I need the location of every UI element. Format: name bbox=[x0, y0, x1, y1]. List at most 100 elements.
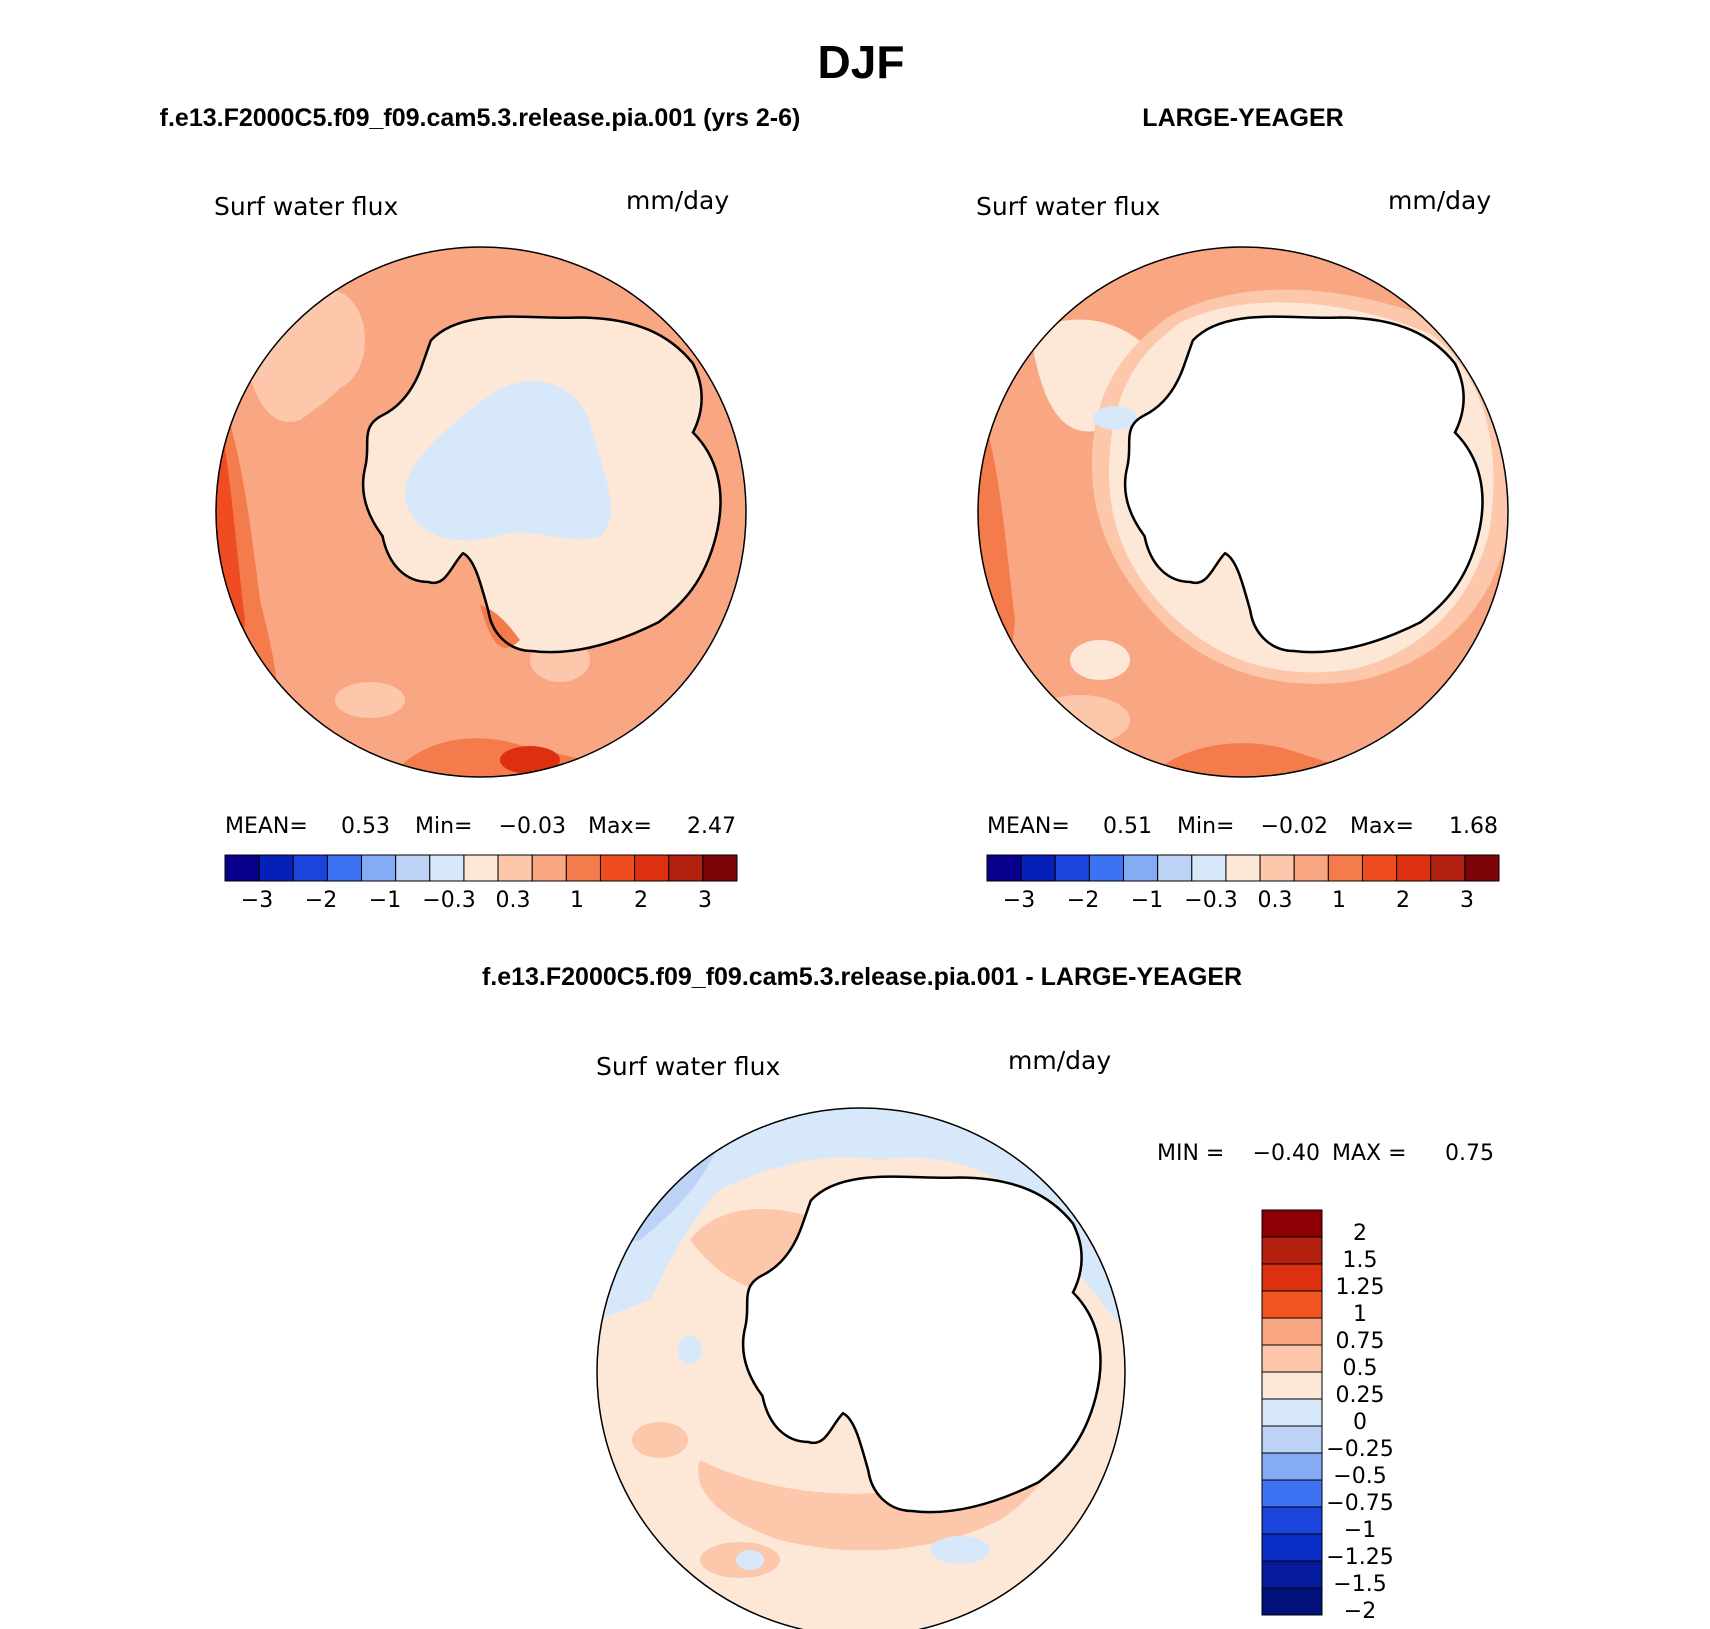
panel-model-units: mm/day bbox=[626, 186, 729, 215]
panel-diff-units: mm/day bbox=[1008, 1046, 1111, 1075]
colorbar-swatch bbox=[326, 854, 363, 882]
stats-model: MEAN= 0.53 Min= −0.03 Max= 2.47 bbox=[225, 814, 736, 839]
min-label: MIN = bbox=[1157, 1141, 1224, 1166]
max-label: MAX = bbox=[1332, 1141, 1407, 1166]
colorbar-swatch bbox=[1261, 1560, 1323, 1589]
panel-obs: LARGE-YEAGER Surf water flux mm/day MEAN… bbox=[976, 104, 1509, 913]
min-value: −0.02 bbox=[1261, 814, 1328, 839]
colorbar-label: −1 bbox=[369, 888, 401, 913]
colorbar-swatch bbox=[1261, 1317, 1323, 1346]
main-title: DJF bbox=[818, 36, 905, 88]
colorbar-swatch bbox=[292, 854, 328, 882]
colorbar-swatch bbox=[1261, 1425, 1323, 1454]
max-label: Max= bbox=[588, 814, 652, 839]
panel-diff-variable: Surf water flux bbox=[596, 1052, 780, 1081]
polar-map-diff bbox=[597, 1108, 1125, 1629]
panel-model: f.e13.F2000C5.f09_f09.cam5.3.release.pia… bbox=[160, 104, 801, 913]
colorbar-swatch bbox=[1261, 1506, 1323, 1535]
colorbar-labels-obs: −3 −2 −1 −0.3 0.3 1 2 3 bbox=[1003, 888, 1474, 913]
colorbar-label: 1.5 bbox=[1343, 1248, 1378, 1273]
colorbar-swatch bbox=[1157, 854, 1193, 882]
colorbar-swatch bbox=[1261, 1479, 1323, 1508]
colorbar-swatch bbox=[1293, 854, 1329, 882]
colorbar-swatch bbox=[1464, 854, 1500, 882]
stats-obs: MEAN= 0.51 Min= −0.02 Max= 1.68 bbox=[987, 814, 1498, 839]
colorbar-swatch bbox=[1261, 1452, 1323, 1481]
panel-diff: f.e13.F2000C5.f09_f09.cam5.3.release.pia… bbox=[482, 963, 1494, 1629]
colorbar-swatch bbox=[1261, 1263, 1323, 1292]
colorbar-swatch bbox=[1123, 854, 1159, 882]
colorbar-obs bbox=[986, 854, 1500, 882]
colorbar-label: −0.3 bbox=[422, 888, 475, 913]
colorbar-label: 1 bbox=[570, 888, 584, 913]
colorbar-label: −2 bbox=[305, 888, 337, 913]
colorbar-label: −0.25 bbox=[1326, 1437, 1393, 1462]
colorbar-swatch bbox=[1261, 1371, 1323, 1400]
colorbar-label: 0.3 bbox=[496, 888, 531, 913]
colorbar-swatch bbox=[1261, 1290, 1323, 1319]
colorbar-label: −1.5 bbox=[1333, 1572, 1386, 1597]
min-label: Min= bbox=[1177, 814, 1234, 839]
panel-diff-header: f.e13.F2000C5.f09_f09.cam5.3.release.pia… bbox=[482, 963, 1242, 991]
min-label: Min= bbox=[415, 814, 472, 839]
colorbar-label: −0.5 bbox=[1333, 1464, 1386, 1489]
colorbar-swatch bbox=[1191, 854, 1227, 882]
colorbar-swatch bbox=[429, 854, 465, 882]
polar-map-obs-border bbox=[977, 246, 1509, 778]
colorbar-label: 0 bbox=[1353, 1410, 1367, 1435]
colorbar-swatch bbox=[986, 854, 1022, 882]
colorbar-swatch bbox=[1261, 1587, 1323, 1616]
max-label: Max= bbox=[1350, 814, 1414, 839]
polar-map-obs bbox=[978, 247, 1508, 777]
colorbar-swatch bbox=[1261, 1236, 1323, 1265]
min-value: −0.40 bbox=[1253, 1141, 1320, 1166]
mean-value: 0.53 bbox=[341, 814, 390, 839]
colorbar-label: −1.25 bbox=[1326, 1545, 1393, 1570]
mean-label: MEAN= bbox=[225, 814, 308, 839]
panel-model-header: f.e13.F2000C5.f09_f09.cam5.3.release.pia… bbox=[160, 104, 801, 132]
colorbar-swatch bbox=[1261, 1398, 1323, 1427]
colorbar-label: −2 bbox=[1344, 1599, 1376, 1624]
colorbar-swatch bbox=[1261, 1533, 1323, 1562]
colorbar-label: 0.25 bbox=[1336, 1383, 1385, 1408]
colorbar-swatch bbox=[1261, 1344, 1323, 1373]
colorbar-swatch bbox=[361, 854, 397, 882]
stats-diff: MIN = −0.40 MAX = 0.75 bbox=[1157, 1141, 1494, 1166]
colorbar-label: 3 bbox=[698, 888, 712, 913]
colorbar-label: 2 bbox=[1396, 888, 1410, 913]
colorbar-swatch bbox=[668, 854, 704, 882]
colorbar-label: 1 bbox=[1332, 888, 1346, 913]
colorbar-diff bbox=[1261, 1209, 1323, 1616]
colorbar-swatch bbox=[702, 854, 738, 882]
panel-obs-variable: Surf water flux bbox=[976, 192, 1160, 221]
colorbar-label: −3 bbox=[1003, 888, 1035, 913]
colorbar-label: 3 bbox=[1460, 888, 1474, 913]
colorbar-label: 2 bbox=[634, 888, 648, 913]
max-value: 1.68 bbox=[1449, 814, 1498, 839]
colorbar-swatch bbox=[1430, 854, 1466, 882]
panel-obs-header: LARGE-YEAGER bbox=[1142, 104, 1343, 132]
max-value: 2.47 bbox=[687, 814, 736, 839]
colorbar-label: −0.75 bbox=[1326, 1491, 1393, 1516]
colorbar-swatch bbox=[1054, 854, 1090, 882]
colorbar-swatch bbox=[224, 854, 260, 882]
colorbar-swatch bbox=[395, 854, 431, 882]
colorbar-label: 0.75 bbox=[1336, 1329, 1385, 1354]
colorbar-label: 1 bbox=[1353, 1302, 1367, 1327]
colorbar-swatch bbox=[463, 854, 499, 882]
colorbar-label: −2 bbox=[1067, 888, 1099, 913]
colorbar-label: −1 bbox=[1344, 1518, 1376, 1543]
colorbar-swatch bbox=[565, 854, 601, 882]
colorbar-label: 0.5 bbox=[1343, 1356, 1378, 1381]
colorbar-swatch bbox=[1396, 854, 1432, 882]
colorbar-swatch bbox=[1261, 1209, 1323, 1238]
mean-value: 0.51 bbox=[1103, 814, 1152, 839]
colorbar-swatch bbox=[258, 854, 294, 882]
colorbar-label: −0.3 bbox=[1184, 888, 1237, 913]
max-value: 0.75 bbox=[1445, 1141, 1494, 1166]
colorbar-labels-diff: 2 1.5 1.25 1 0.75 0.5 0.25 0 −0.25 −0.5 … bbox=[1326, 1221, 1393, 1624]
colorbar-swatch bbox=[1225, 854, 1261, 882]
polar-map-model bbox=[216, 247, 746, 777]
colorbar-swatch bbox=[1020, 854, 1056, 882]
